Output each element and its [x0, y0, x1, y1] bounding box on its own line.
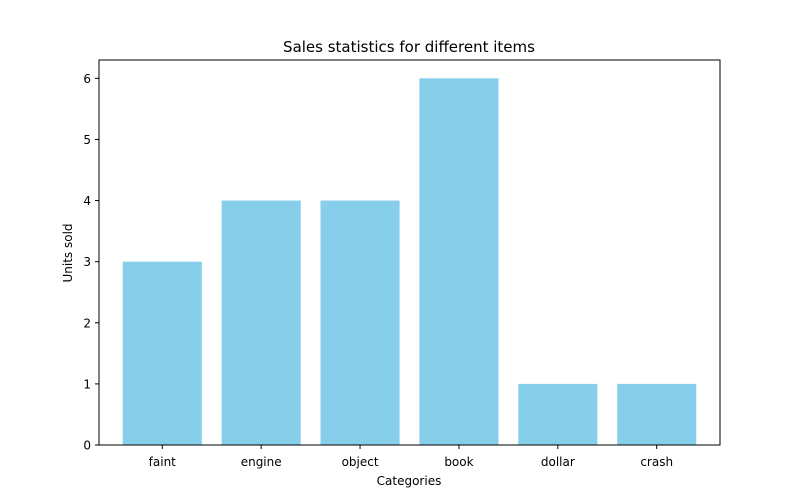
y-tick-label-2: 2 [83, 316, 91, 330]
y-tick-label-4: 4 [83, 194, 91, 208]
y-tick-label-3: 3 [83, 255, 91, 269]
y-tick-label-6: 6 [83, 72, 91, 86]
x-tick-label-crash: crash [640, 455, 673, 469]
x-tick-label-engine: engine [241, 455, 282, 469]
bar-book [419, 78, 499, 445]
bar-engine [221, 200, 301, 445]
x-tick-label-object: object [342, 455, 379, 469]
bar-object [320, 200, 400, 445]
bar-crash [617, 383, 697, 445]
x-axis-label: Categories [377, 474, 442, 488]
y-axis-label: Units sold [61, 223, 75, 282]
x-tick-label-faint: faint [149, 455, 177, 469]
plot-frame [98, 59, 721, 446]
y-axis: 0 1 2 3 4 5 6 [83, 72, 99, 453]
x-tick-label-book: book [444, 455, 473, 469]
chart-title: Sales statistics for different items [283, 38, 535, 56]
x-axis: faint engine object book dollar crash [149, 445, 673, 469]
y-tick-label-1: 1 [83, 377, 91, 391]
y-tick-label-0: 0 [83, 439, 91, 453]
bar-dollar [518, 383, 598, 445]
bar-faint [122, 261, 202, 445]
bars-group [122, 78, 697, 445]
x-tick-label-dollar: dollar [541, 455, 575, 469]
y-tick-label-5: 5 [83, 133, 91, 147]
